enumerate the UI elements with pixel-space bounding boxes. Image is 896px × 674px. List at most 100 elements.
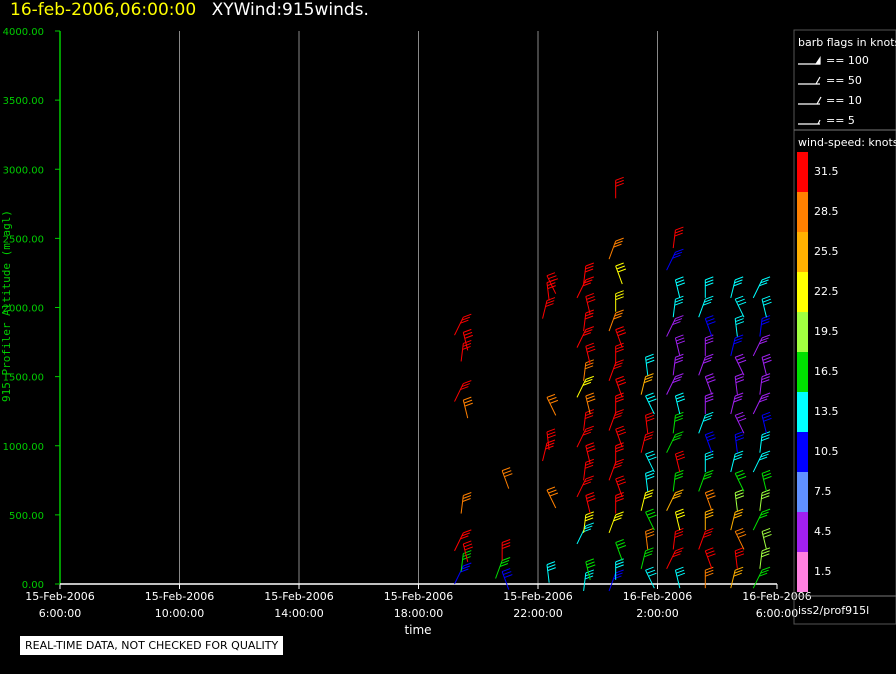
wind-barb xyxy=(645,527,655,550)
x-tick-label-time: 6:00:00 xyxy=(756,607,798,620)
wind-barb xyxy=(730,566,744,589)
wind-barb xyxy=(704,315,716,337)
wind-barb xyxy=(615,176,624,199)
barb-legend-sample xyxy=(798,119,821,125)
wind-barb xyxy=(734,489,745,511)
wind-barb xyxy=(460,339,472,362)
wind-barb xyxy=(672,353,684,376)
wind-barb xyxy=(608,409,624,431)
wind-barb xyxy=(698,353,714,376)
wind-barb xyxy=(583,458,594,481)
wind-barb xyxy=(759,373,771,395)
speed-color-swatch xyxy=(797,552,808,592)
title-main: XYWind:915winds. xyxy=(211,0,369,20)
wind-barb xyxy=(585,292,596,315)
wind-barb xyxy=(576,522,594,545)
wind-barb xyxy=(704,489,716,511)
wind-barb xyxy=(583,262,594,285)
wind-barb xyxy=(640,373,654,395)
wind-barb xyxy=(674,392,686,415)
barb-legend-sample xyxy=(798,76,821,85)
wind-barb xyxy=(761,411,772,434)
legend-border xyxy=(793,29,896,625)
wind-barb xyxy=(583,569,594,592)
wind-barb xyxy=(615,290,624,312)
speed-label: 7.5 xyxy=(814,485,832,498)
wind-barb xyxy=(645,353,655,376)
wind-barb xyxy=(585,342,596,365)
wind-barb xyxy=(608,309,624,332)
x-tick-label-time: 22:00:00 xyxy=(513,607,562,620)
wind-barb xyxy=(576,276,594,299)
x-tick-label-time: 6:00:00 xyxy=(39,607,81,620)
wind-barb xyxy=(645,450,657,473)
wind-barb xyxy=(501,539,511,561)
wind-barb xyxy=(752,392,771,415)
wind-barb xyxy=(576,326,594,348)
wind-barb xyxy=(576,425,594,448)
wind-barb xyxy=(615,492,624,514)
wind-barb xyxy=(752,334,771,357)
speed-color-swatch xyxy=(797,232,808,272)
x-tick-label-date: 15-Feb-2006 xyxy=(145,590,214,603)
wind-barbs xyxy=(454,176,772,592)
x-tick-label-time: 18:00:00 xyxy=(394,607,443,620)
wind-barb xyxy=(645,392,657,415)
wind-barb xyxy=(640,431,654,453)
wind-barb xyxy=(462,540,473,563)
speed-color-swatch xyxy=(797,392,808,432)
wind-barb xyxy=(546,393,559,416)
speed-label: 10.5 xyxy=(814,445,839,458)
wind-barb xyxy=(698,469,714,492)
y-tick-label: 500.00 xyxy=(9,511,44,522)
x-tick-label-time: 10:00:00 xyxy=(155,607,204,620)
barb-label-5: == 5 xyxy=(826,114,855,127)
wind-barb xyxy=(546,561,556,583)
wind-barb xyxy=(615,326,627,348)
wind-barb xyxy=(734,469,747,492)
wind-barb xyxy=(608,237,624,260)
wind-barb xyxy=(615,375,627,398)
data-source-label: iss2/prof915l xyxy=(798,604,870,617)
y-tick-label: 0.00 xyxy=(22,580,44,591)
speed-label: 1.5 xyxy=(814,565,832,578)
wind-barb xyxy=(462,396,473,419)
wind-barb xyxy=(645,411,655,434)
wind-barb xyxy=(674,334,686,357)
speed-color-swatch xyxy=(797,272,808,312)
wind-barb xyxy=(734,295,747,318)
legend-graphics xyxy=(793,29,896,625)
wind-barb xyxy=(608,359,624,381)
wind-barb xyxy=(585,392,596,415)
wind-barb xyxy=(672,469,684,492)
speed-color-swatch xyxy=(797,192,808,232)
wind-barb xyxy=(730,450,744,473)
wind-barb xyxy=(730,334,744,357)
wind-barb xyxy=(576,375,594,398)
y-tick-label: 3500.00 xyxy=(3,96,44,107)
wind-barb xyxy=(454,562,472,585)
wind-barb xyxy=(454,313,472,336)
wind-barb xyxy=(666,373,684,395)
wind-barb xyxy=(761,469,772,492)
speed-color-swatch xyxy=(797,432,808,472)
speed-color-swatch xyxy=(797,312,808,352)
barb-legend-title: barb flags in knots xyxy=(798,36,896,49)
wind-barb xyxy=(615,425,627,448)
wind-barb xyxy=(759,547,771,569)
wind-barb xyxy=(759,431,771,453)
wind-barb xyxy=(666,315,684,337)
speed-label: 4.5 xyxy=(814,525,832,538)
speed-legend-title: wind-speed: knots xyxy=(798,136,896,149)
wind-barb xyxy=(645,508,657,531)
wind-barb xyxy=(608,458,624,481)
wind-barb xyxy=(585,492,596,514)
wind-barb xyxy=(615,558,624,580)
wind-barb xyxy=(761,295,772,318)
wind-barb xyxy=(583,409,594,431)
wind-barb xyxy=(615,262,627,285)
wind-barb xyxy=(454,380,472,402)
wind-barb xyxy=(704,373,716,395)
chart-title: 16-feb-2006,06:00:00 XYWind:915winds. xyxy=(10,0,369,20)
